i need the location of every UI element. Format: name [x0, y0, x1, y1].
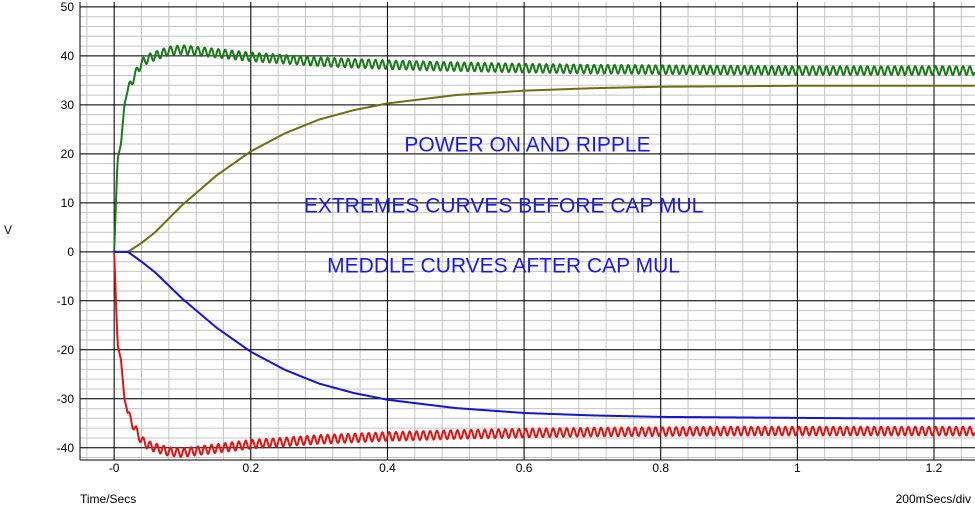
y-tick-label: 0	[67, 245, 74, 259]
y-tick-label: 10	[61, 196, 75, 210]
y-axis-label: V	[4, 223, 12, 237]
x-tick-label: -0	[109, 461, 120, 475]
series-line-1	[113, 44, 975, 252]
series-line-2	[113, 251, 975, 458]
annotations: POWER ON AND RIPPLE EXTREMES CURVES BEFOR…	[304, 133, 703, 277]
y-tick-label: 20	[61, 147, 75, 161]
annotation-text: EXTREMES CURVES BEFORE CAP MUL	[304, 195, 703, 218]
y-tick-label: -10	[57, 294, 75, 308]
y-tick-label: 30	[61, 98, 75, 112]
series-layer	[113, 44, 975, 458]
y-tick-label: 40	[61, 49, 75, 63]
y-tick-label: -40	[57, 441, 75, 455]
x-axis-label: Time/Secs	[80, 492, 136, 506]
x-tick-label: 1.2	[926, 461, 943, 475]
x-scale-label: 200mSecs/div	[896, 492, 971, 506]
x-tick-label: 0.6	[516, 461, 533, 475]
series-line-3	[113, 84, 975, 253]
annotation-text: MEDDLE CURVES AFTER CAP MUL	[327, 254, 680, 277]
annotation-text: POWER ON AND RIPPLE	[404, 133, 650, 156]
major-gridlines	[79, 2, 975, 461]
y-tick-label: -30	[57, 392, 75, 406]
x-tick-label: 0.2	[242, 461, 259, 475]
series-line-4	[113, 250, 975, 420]
x-tick-label: 1	[794, 461, 801, 475]
y-tick-labels: 50 40 30 20 10 0 -10 -20 -30 -40	[57, 0, 75, 455]
x-tick-labels: -0 0.2 0.4 0.6 0.8 1 1.2	[109, 461, 943, 475]
y-tick-label: -20	[57, 343, 75, 357]
y-tick-label: 50	[61, 0, 75, 14]
x-tick-label: 0.8	[652, 461, 669, 475]
x-tick-label: 0.4	[379, 461, 396, 475]
